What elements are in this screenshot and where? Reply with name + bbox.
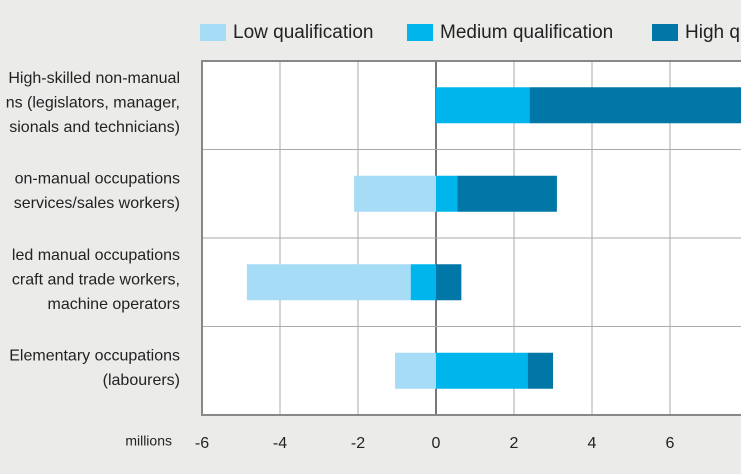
bar-segment bbox=[246, 264, 411, 301]
y-tick-label: ns (legislators, manager, bbox=[6, 94, 180, 111]
x-tick-label: 4 bbox=[588, 435, 597, 452]
x-tick-label: -6 bbox=[195, 435, 209, 452]
x-tick-label: 0 bbox=[432, 435, 441, 452]
bar-segment bbox=[410, 264, 436, 301]
bar-segment bbox=[436, 264, 462, 301]
legend-swatch bbox=[200, 24, 226, 41]
y-tick-label: High-skilled non-manual bbox=[8, 70, 180, 87]
legend-label: Medium qualification bbox=[440, 22, 613, 43]
bar-segment bbox=[395, 352, 436, 389]
x-tick-label: 6 bbox=[666, 435, 675, 452]
y-tick-label: services/sales workers) bbox=[14, 195, 180, 212]
bar-segment bbox=[457, 175, 557, 212]
y-tick-label: machine operators bbox=[47, 296, 180, 313]
y-tick-label: (labourers) bbox=[103, 372, 180, 389]
bar-segment bbox=[436, 175, 458, 212]
x-tick-label: -4 bbox=[273, 435, 287, 452]
bar-segment bbox=[527, 352, 553, 389]
x-tick-label: 2 bbox=[510, 435, 519, 452]
legend-label: Low qualification bbox=[233, 22, 373, 43]
x-axis-label: millions bbox=[125, 433, 172, 449]
y-tick-label: craft and trade workers, bbox=[12, 271, 180, 288]
x-tick-label: -2 bbox=[351, 435, 365, 452]
bar-segment bbox=[529, 87, 741, 124]
legend-swatch bbox=[407, 24, 433, 41]
bar-segment bbox=[436, 87, 530, 124]
bar-segment bbox=[436, 352, 528, 389]
y-tick-label: sionals and technicians) bbox=[9, 119, 180, 136]
bar-segment bbox=[354, 175, 436, 212]
legend-label: High qu bbox=[685, 22, 741, 43]
plot-border bbox=[201, 60, 741, 416]
y-tick-label: on-manual occupations bbox=[15, 171, 180, 188]
y-tick-label: led manual occupations bbox=[12, 247, 180, 264]
y-tick-label: Elementary occupations bbox=[9, 348, 180, 365]
legend-swatch bbox=[652, 24, 678, 41]
